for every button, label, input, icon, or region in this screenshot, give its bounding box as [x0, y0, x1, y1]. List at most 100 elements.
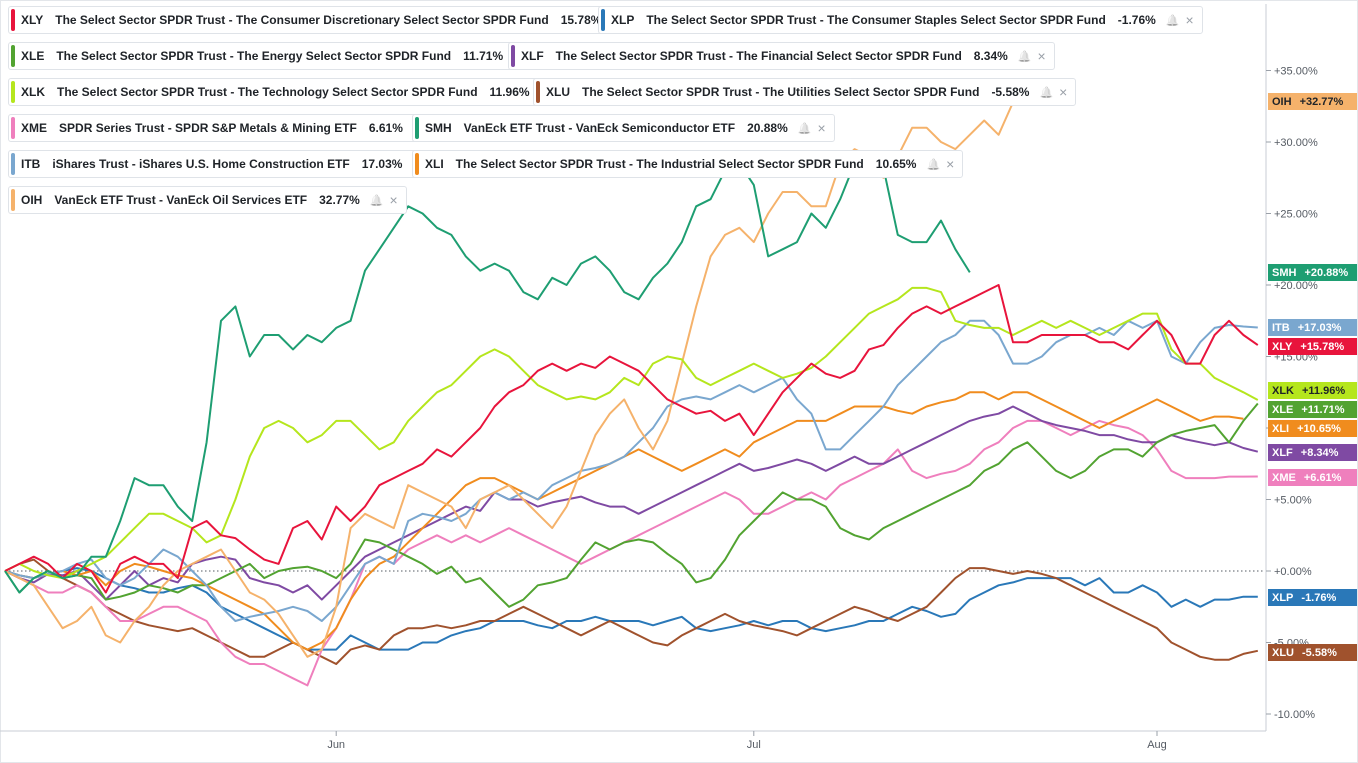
series-line-xlp[interactable]	[4, 567, 1258, 651]
close-icon[interactable]: ×	[817, 120, 826, 136]
legend-value: 11.71%	[463, 49, 504, 63]
y-tick-label: +20.00%	[1274, 280, 1318, 292]
last-value-tag-smh: SMH +20.88%	[1268, 264, 1357, 281]
legend-symbol: XME	[21, 121, 48, 135]
series-line-itb[interactable]	[4, 319, 1258, 622]
legend-symbol: XLU	[546, 85, 570, 99]
last-value-tag-xlp: XLP -1.76%	[1268, 589, 1357, 606]
alert-bell-icon[interactable]: 🔔	[926, 158, 941, 171]
legend-swatch	[11, 117, 15, 139]
y-tick-label: +5.00%	[1274, 495, 1312, 507]
series-layer	[4, 101, 1259, 687]
legend-name: VanEck ETF Trust - VanEck Semiconductor …	[463, 121, 736, 135]
legend-value: 10.65%	[875, 157, 917, 171]
alert-bell-icon[interactable]: 🔔	[1017, 50, 1032, 63]
last-value-tag-xle: XLE +11.71%	[1268, 401, 1357, 418]
alert-bell-icon[interactable]: 🔔	[1165, 14, 1180, 27]
legend-swatch	[11, 45, 15, 67]
tag-value: +11.96%	[1302, 384, 1346, 397]
legend-name: SPDR Series Trust - SPDR S&P Metals & Mi…	[59, 121, 357, 135]
legend-swatch	[11, 81, 15, 103]
series-line-xlk[interactable]	[4, 286, 1259, 580]
legend-name: iShares Trust - iShares U.S. Home Constr…	[52, 157, 350, 171]
tag-value: +20.88%	[1304, 266, 1349, 279]
x-tick-label: Jun	[327, 739, 345, 751]
tag-value: +17.03%	[1297, 321, 1342, 334]
legend-swatch	[11, 9, 15, 31]
legend-name: The Select Sector SPDR Trust - The Energ…	[56, 49, 452, 63]
tag-symbol: SMH	[1272, 266, 1297, 279]
tag-symbol: XLI	[1272, 422, 1290, 435]
legend-item-itb[interactable]: ITB iShares Trust - iShares U.S. Home Con…	[8, 150, 450, 178]
last-value-tag-xlu: XLU -5.58%	[1268, 644, 1357, 661]
legend-symbol: ITB	[21, 157, 41, 171]
close-icon[interactable]: ×	[1037, 48, 1046, 64]
tag-value: +6.61%	[1303, 471, 1342, 484]
legend-item-xme[interactable]: XME SPDR Series Trust - SPDR S&P Metals &…	[8, 114, 450, 142]
legend-item-xlf[interactable]: XLF The Select Sector SPDR Trust - The Fi…	[508, 42, 1055, 70]
legend-value: 11.96%	[489, 85, 530, 99]
series-line-smh[interactable]	[4, 162, 971, 594]
legend-item-xlu[interactable]: XLU The Select Sector SPDR Trust - The Ut…	[533, 78, 1077, 106]
last-value-tag-itb: ITB +17.03%	[1268, 319, 1357, 336]
alert-bell-icon[interactable]: 🔔	[797, 122, 812, 135]
legend-swatch	[601, 9, 605, 31]
legend-item-oih[interactable]: OIH VanEck ETF Trust - VanEck Oil Service…	[8, 186, 407, 214]
legend-swatch	[11, 189, 15, 211]
legend-name: The Select Sector SPDR Trust - The Consu…	[55, 13, 549, 27]
series-line-xme[interactable]	[4, 419, 1258, 687]
tag-symbol: XLK	[1272, 384, 1294, 397]
legend-name: The Select Sector SPDR Trust - The Consu…	[646, 13, 1106, 27]
legend-value: 15.78%	[560, 13, 602, 27]
tag-symbol: XLP	[1272, 591, 1294, 604]
legend-item-smh[interactable]: SMH VanEck ETF Trust - VanEck Semiconduct…	[412, 114, 835, 142]
close-icon[interactable]: ×	[389, 192, 398, 208]
last-value-tag-oih: OIH +32.77%	[1268, 93, 1357, 110]
legend-item-xlp[interactable]: XLP The Select Sector SPDR Trust - The Co…	[598, 6, 1203, 34]
legend-value: -5.58%	[991, 85, 1030, 99]
alert-bell-icon[interactable]: 🔔	[369, 194, 384, 207]
x-tick-label: Jul	[747, 739, 761, 751]
last-value-tag-xlk: XLK +11.96%	[1268, 382, 1357, 399]
tag-value: +32.77%	[1299, 95, 1344, 108]
legend-value: -1.76%	[1117, 13, 1156, 27]
y-tick-label: +30.00%	[1274, 137, 1318, 149]
legend-item-xlk[interactable]: XLK The Select Sector SPDR Trust - The Te…	[8, 78, 577, 106]
tag-value: -1.76%	[1301, 591, 1337, 604]
legend-symbol: XLY	[21, 13, 44, 27]
series-line-xlu[interactable]	[4, 558, 1259, 665]
legend-swatch	[11, 153, 15, 175]
legend-swatch	[415, 153, 419, 175]
tag-value: -5.58%	[1302, 646, 1337, 659]
legend-name: The Select Sector SPDR Trust - The Finan…	[555, 49, 962, 63]
tag-symbol: OIH	[1272, 95, 1292, 108]
tag-symbol: XLE	[1272, 403, 1294, 416]
series-line-xlf[interactable]	[4, 405, 1259, 601]
legend-symbol: OIH	[21, 193, 43, 207]
tag-symbol: XLF	[1272, 446, 1293, 459]
legend-value: 32.77%	[319, 193, 360, 207]
legend-item-xly[interactable]: XLY The Select Sector SPDR Trust - The Co…	[8, 6, 649, 34]
tag-symbol: XME	[1272, 471, 1296, 484]
close-icon[interactable]: ×	[946, 156, 955, 172]
close-icon[interactable]: ×	[1185, 12, 1194, 28]
last-value-tag-xly: XLY +15.78%	[1268, 338, 1357, 355]
legend-symbol: XLK	[21, 85, 45, 99]
tag-value: +10.65%	[1297, 422, 1341, 435]
y-tick-label: +0.00%	[1274, 566, 1312, 578]
tag-symbol: ITB	[1272, 321, 1290, 334]
legend-value: 8.34%	[973, 49, 1008, 63]
legend-value: 17.03%	[361, 157, 403, 171]
tag-symbol: XLU	[1272, 646, 1294, 659]
close-icon[interactable]: ×	[1059, 84, 1068, 100]
legend-item-xle[interactable]: XLE The Select Sector SPDR Trust - The En…	[8, 42, 551, 70]
legend-symbol: XLF	[521, 49, 544, 63]
legend-symbol: XLP	[611, 13, 635, 27]
series-line-xle[interactable]	[4, 402, 1259, 608]
legend-swatch	[536, 81, 540, 103]
alert-bell-icon[interactable]: 🔔	[1039, 86, 1054, 99]
y-tick-label: +35.00%	[1274, 66, 1318, 78]
series-line-xly[interactable]	[4, 284, 1259, 594]
legend-item-xli[interactable]: XLI The Select Sector SPDR Trust - The In…	[412, 150, 964, 178]
last-value-tag-xli: XLI +10.65%	[1268, 420, 1357, 437]
